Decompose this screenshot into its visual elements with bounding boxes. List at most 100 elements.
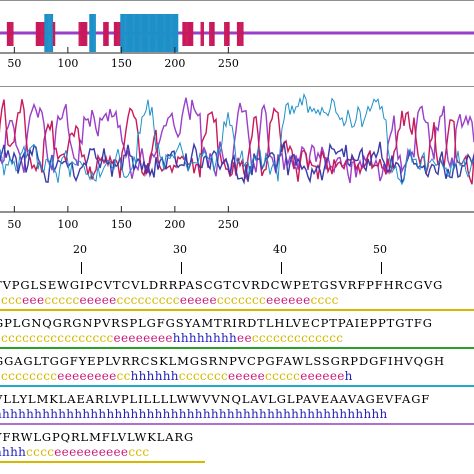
ss-char: e xyxy=(61,445,70,459)
ss-char: h xyxy=(2,407,11,421)
bar-track-frame xyxy=(0,0,474,54)
strand-bar xyxy=(42,22,44,46)
helix-bar xyxy=(166,14,168,52)
helix-bar xyxy=(128,14,131,52)
ss-char: e xyxy=(79,369,87,383)
helix-bar xyxy=(126,14,128,52)
helix-bar xyxy=(154,14,156,52)
strand-bar xyxy=(228,22,230,46)
ss-char: e xyxy=(86,369,95,383)
strand-bar xyxy=(41,22,43,46)
ss-char: h xyxy=(180,331,189,345)
ss-char: h xyxy=(10,445,19,459)
ss-char: h xyxy=(212,331,221,345)
ss-row: ccccccccccccccccceeeeeeeehhhhhhhheeccccc… xyxy=(0,331,343,345)
ss-char: c xyxy=(279,369,287,383)
ss-char: e xyxy=(228,369,236,383)
helix-bar xyxy=(138,14,140,52)
ruler-tick xyxy=(381,262,382,274)
helix-bar xyxy=(152,14,154,52)
helix-bar xyxy=(176,14,179,52)
mid-axis-tick-label: 100 xyxy=(57,218,78,231)
sequence-row: VLLYLMKLAEARLVPLILLLLWWVVNQLAVLGLPAVEAAV… xyxy=(0,392,431,406)
helix-bar xyxy=(125,14,127,52)
helix-bar xyxy=(124,14,126,52)
top-axis-tick-label: 200 xyxy=(164,57,185,70)
ss-char: h xyxy=(162,407,171,421)
ss-char: c xyxy=(116,293,124,307)
ss-char: c xyxy=(106,331,114,345)
ss-char: e xyxy=(79,293,87,307)
ss-char: c xyxy=(43,369,51,383)
helix-bar xyxy=(171,14,173,52)
helix-bar xyxy=(51,14,54,52)
ss-char: h xyxy=(315,407,324,421)
strand-bar xyxy=(53,22,56,46)
ss-char: e xyxy=(194,293,203,307)
strand-bar xyxy=(114,22,117,46)
helix-bar xyxy=(141,14,143,52)
ss-char: h xyxy=(106,407,115,421)
strand-bar xyxy=(80,22,82,46)
strand-bar xyxy=(106,22,108,46)
strand-bar xyxy=(83,22,86,46)
ss-char: c xyxy=(185,369,193,383)
strand-bar xyxy=(103,22,105,46)
ss-char: c xyxy=(116,369,124,383)
ss-char: h xyxy=(114,407,123,421)
strand-bar xyxy=(240,22,242,46)
strand-bar xyxy=(186,22,188,46)
ss-char: c xyxy=(172,293,180,307)
strand-bar xyxy=(84,22,87,46)
helix-bar xyxy=(149,14,151,52)
helix-bar xyxy=(136,14,138,52)
ss-char: e xyxy=(280,293,289,307)
ss-char: e xyxy=(303,293,311,307)
strand-bar xyxy=(236,22,239,46)
row-underline xyxy=(0,309,474,311)
ss-char: c xyxy=(51,293,59,307)
ruler-tick xyxy=(181,262,182,274)
helix-bar xyxy=(46,14,48,52)
ss-char: e xyxy=(106,445,114,459)
ss-row: hhhhcccceeeeeeeeeeccchhhhcccceeeeeeeeeec… xyxy=(0,445,149,459)
ss-char: c xyxy=(272,369,280,383)
ss-char: c xyxy=(206,369,214,383)
ss-char: e xyxy=(300,369,308,383)
ss-char: h xyxy=(122,407,131,421)
top-axis-tick-label: 250 xyxy=(218,57,239,70)
ss-char: c xyxy=(272,331,280,345)
ss-char: c xyxy=(251,331,259,345)
ss-char: c xyxy=(130,293,138,307)
helix-bar xyxy=(157,14,160,52)
helix-bar xyxy=(173,14,176,52)
ss-char: c xyxy=(85,331,93,345)
ss-char: c xyxy=(128,445,136,459)
helix-bar xyxy=(120,14,122,52)
ss-char: h xyxy=(170,407,179,421)
ss-char: e xyxy=(179,293,188,307)
ss-char: h xyxy=(202,407,211,421)
ss-char: c xyxy=(293,369,301,383)
ss-char: h xyxy=(138,369,147,383)
ss-char: e xyxy=(101,369,110,383)
ss-char: c xyxy=(15,369,23,383)
strand-bar xyxy=(9,22,11,46)
ss-char: h xyxy=(220,331,229,345)
ss-char: e xyxy=(337,369,345,383)
helix-bar xyxy=(135,14,137,52)
strand-bar xyxy=(12,22,14,46)
ss-char: c xyxy=(123,293,131,307)
strand-bar xyxy=(113,22,116,46)
strand-bar xyxy=(7,22,10,46)
helix-bar xyxy=(89,14,91,52)
ss-char: h xyxy=(283,407,292,421)
ss-char: e xyxy=(322,369,330,383)
row-underline xyxy=(0,347,474,349)
helix-bar xyxy=(122,14,124,52)
ss-char: h xyxy=(210,407,219,421)
ss-char: h xyxy=(229,331,238,345)
helix-bar xyxy=(134,14,136,52)
sequence-row: TVPGLSEWGIPCVTCVLDRRPASCGTCVRDCWPETGSVRF… xyxy=(0,278,444,292)
ruler-number: 50 xyxy=(373,243,387,256)
